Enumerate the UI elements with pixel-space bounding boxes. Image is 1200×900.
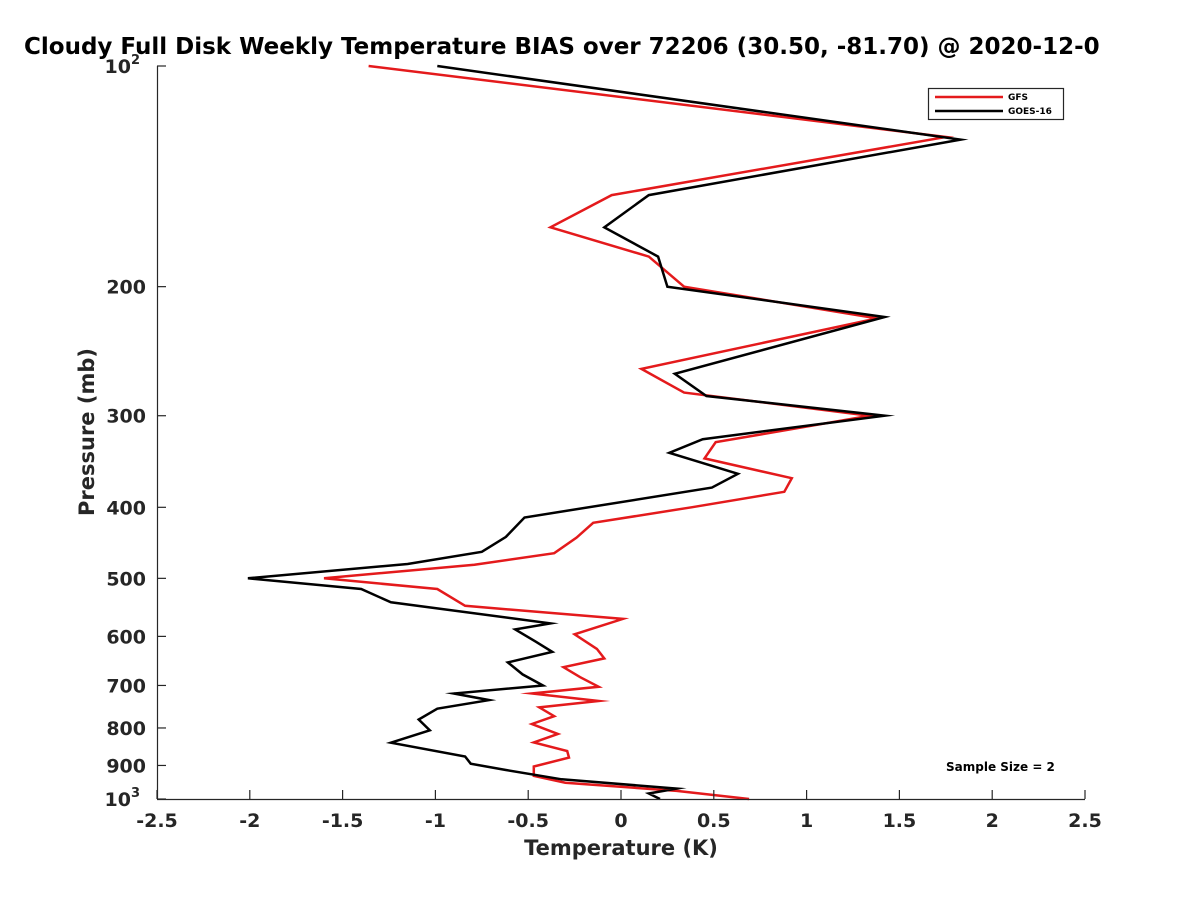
x-tick-label: 2.5 xyxy=(1068,810,1102,832)
x-tick-label: 1 xyxy=(800,810,813,832)
y-tick-label: 400 xyxy=(106,497,146,519)
x-tick-label: -2.5 xyxy=(136,810,178,832)
x-tick-label: 2 xyxy=(986,810,999,832)
series-line-gfs xyxy=(323,64,955,801)
x-tick-label: 0.5 xyxy=(697,810,731,832)
x-tick-label: -0.5 xyxy=(507,810,549,832)
x-tick-label: -1.5 xyxy=(322,810,364,832)
x-tick-label: -1 xyxy=(425,810,446,832)
y-tick-label: 700 xyxy=(106,675,146,697)
y-tick-label: 800 xyxy=(106,718,146,740)
y-tick-label: 200 xyxy=(106,277,146,299)
x-tick-label: 1.5 xyxy=(883,810,917,832)
series-line-goes16 xyxy=(247,64,969,801)
legend-label-goes16: GOES-16 xyxy=(1008,107,1052,117)
plot-area xyxy=(247,64,969,801)
x-axis-label: Temperature (K) xyxy=(524,836,718,860)
x-tick-label: -2 xyxy=(239,810,260,832)
y-tick-label: 103 xyxy=(105,786,141,811)
y-tick-label: 500 xyxy=(106,568,146,590)
y-tick-label: 900 xyxy=(106,755,146,777)
y-tick-label: 600 xyxy=(106,626,146,648)
chart-title: Cloudy Full Disk Weekly Temperature BIAS… xyxy=(24,34,1100,60)
sample-size-annotation: Sample Size = 2 xyxy=(946,760,1055,774)
legend-box xyxy=(927,87,1065,121)
y-tick-label: 102 xyxy=(105,53,141,78)
legend: GFS GOES-16 xyxy=(927,87,1065,121)
legend-label-gfs: GFS xyxy=(1008,93,1028,103)
y-axis-label: Pressure (mb) xyxy=(75,348,99,516)
y-tick-label: 300 xyxy=(106,406,146,428)
x-tick-label: 0 xyxy=(614,810,627,832)
